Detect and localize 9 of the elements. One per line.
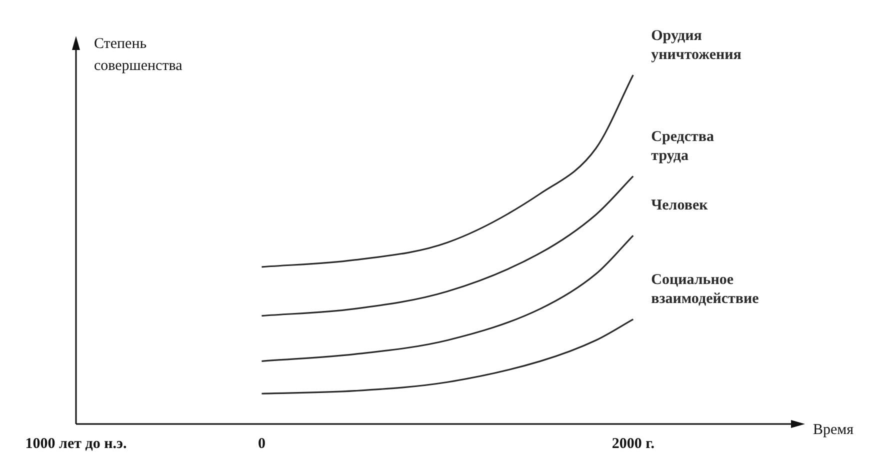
series-label: Человек [651,197,708,214]
series-label: Социальное взаимодействие [651,272,760,308]
x-tick-label: 0 [258,436,266,452]
x-axis-title: Время [813,422,854,438]
x-tick-label: 2000 г. [612,436,655,452]
series-label: Орудия уничтожения [651,28,742,63]
x-tick-label: 1000 лет до н.э. [25,436,127,452]
y-axis-title: Степень совершенства [94,36,183,74]
series-label: Средства труда [651,129,714,164]
